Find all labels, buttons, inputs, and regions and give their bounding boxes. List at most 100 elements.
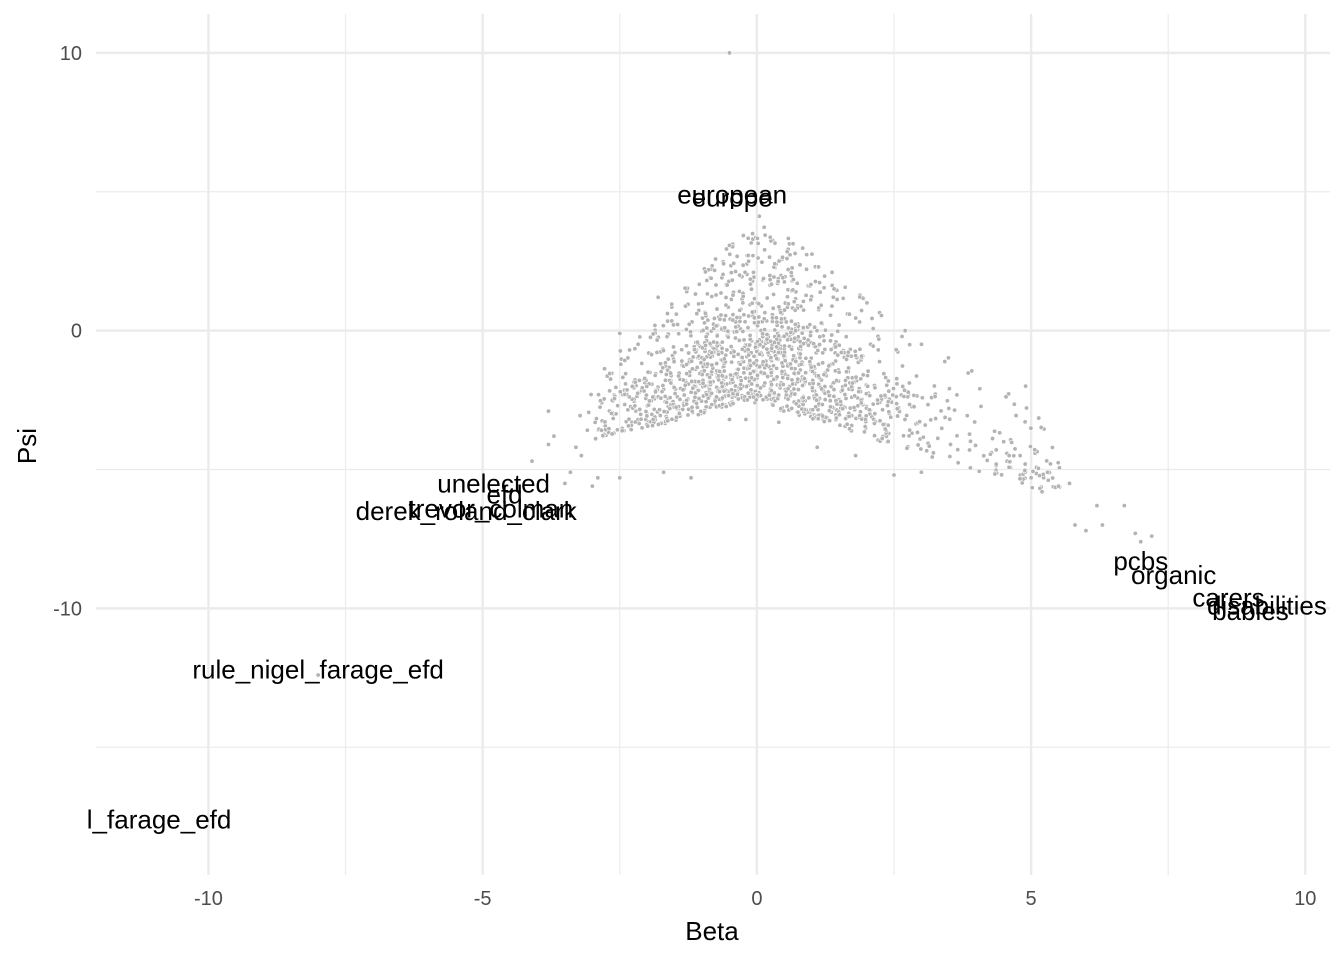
data-point — [664, 311, 670, 317]
data-point — [997, 430, 1003, 436]
data-point — [726, 50, 732, 56]
data-point — [772, 240, 778, 246]
data-point — [955, 460, 961, 466]
data-point — [792, 250, 798, 256]
data-point — [728, 296, 734, 302]
data-point — [764, 346, 770, 352]
data-point — [742, 269, 748, 275]
data-point — [831, 387, 837, 393]
data-point — [705, 361, 711, 367]
data-point — [617, 475, 623, 481]
data-point — [804, 252, 810, 258]
data-point — [690, 354, 696, 360]
data-point — [677, 396, 683, 402]
data-point — [738, 382, 744, 388]
data-point — [660, 348, 666, 354]
data-point — [764, 336, 770, 342]
data-point — [729, 377, 735, 383]
data-point — [771, 274, 777, 280]
data-point — [808, 297, 814, 303]
data-point — [1011, 453, 1017, 459]
data-point — [918, 469, 924, 475]
data-point — [764, 362, 770, 368]
data-point — [790, 287, 796, 293]
data-point — [907, 342, 913, 348]
data-point — [929, 454, 935, 460]
data-point — [719, 395, 725, 401]
y-tick-label: -10 — [53, 598, 82, 620]
data-point — [878, 393, 884, 399]
data-point — [853, 453, 859, 459]
data-point — [901, 393, 907, 399]
data-point — [791, 353, 797, 359]
data-point — [696, 281, 702, 287]
word-label: disabilities — [1207, 591, 1327, 621]
data-point — [820, 350, 826, 356]
data-point — [577, 413, 583, 419]
data-point — [895, 413, 901, 419]
data-point — [794, 280, 800, 286]
data-point — [915, 442, 921, 448]
data-point — [757, 351, 763, 357]
data-point — [780, 254, 786, 260]
data-point — [676, 410, 682, 416]
data-point — [853, 353, 859, 359]
data-point — [750, 253, 756, 259]
data-point — [771, 376, 777, 382]
data-point — [1027, 444, 1033, 450]
data-point — [835, 352, 841, 358]
data-point — [767, 234, 773, 240]
data-point — [756, 301, 762, 307]
data-point — [796, 370, 802, 376]
data-point — [870, 326, 876, 332]
data-point — [680, 377, 686, 383]
data-point — [775, 278, 781, 284]
data-point — [623, 381, 629, 387]
x-axis-ticks: -10 -5 0 5 10 — [194, 888, 1316, 910]
data-point — [719, 373, 725, 379]
data-point — [1022, 419, 1028, 425]
data-point — [805, 342, 811, 348]
data-point — [866, 407, 872, 413]
data-point — [926, 443, 932, 449]
data-point — [689, 358, 695, 364]
data-point — [629, 383, 635, 389]
data-point — [728, 372, 734, 378]
data-point — [842, 392, 848, 398]
data-point — [769, 345, 775, 351]
data-point — [749, 375, 755, 381]
data-point — [899, 363, 905, 369]
data-point — [723, 313, 729, 319]
data-point — [776, 419, 782, 425]
data-point — [762, 232, 768, 238]
data-point — [852, 348, 858, 354]
data-point — [686, 321, 692, 327]
data-point — [1017, 453, 1023, 459]
data-point — [878, 312, 884, 318]
data-point — [792, 307, 798, 313]
data-point — [714, 306, 720, 312]
data-point — [632, 379, 638, 385]
data-point — [837, 422, 843, 428]
data-point — [939, 425, 945, 431]
data-point — [679, 347, 685, 353]
data-point — [768, 354, 774, 360]
data-point — [683, 326, 689, 332]
data-point — [684, 361, 690, 367]
data-point — [731, 349, 737, 355]
data-point — [918, 446, 924, 452]
data-point — [784, 256, 790, 262]
data-point — [729, 359, 735, 365]
data-point — [907, 401, 913, 407]
data-point — [981, 453, 987, 459]
data-point — [673, 404, 679, 410]
data-point — [746, 313, 752, 319]
data-point — [662, 360, 668, 366]
data-point — [733, 371, 739, 377]
data-point — [1072, 522, 1078, 528]
data-point — [599, 427, 605, 433]
data-point — [776, 392, 782, 398]
data-point — [602, 419, 608, 425]
data-point — [740, 233, 746, 239]
data-point — [932, 393, 938, 399]
